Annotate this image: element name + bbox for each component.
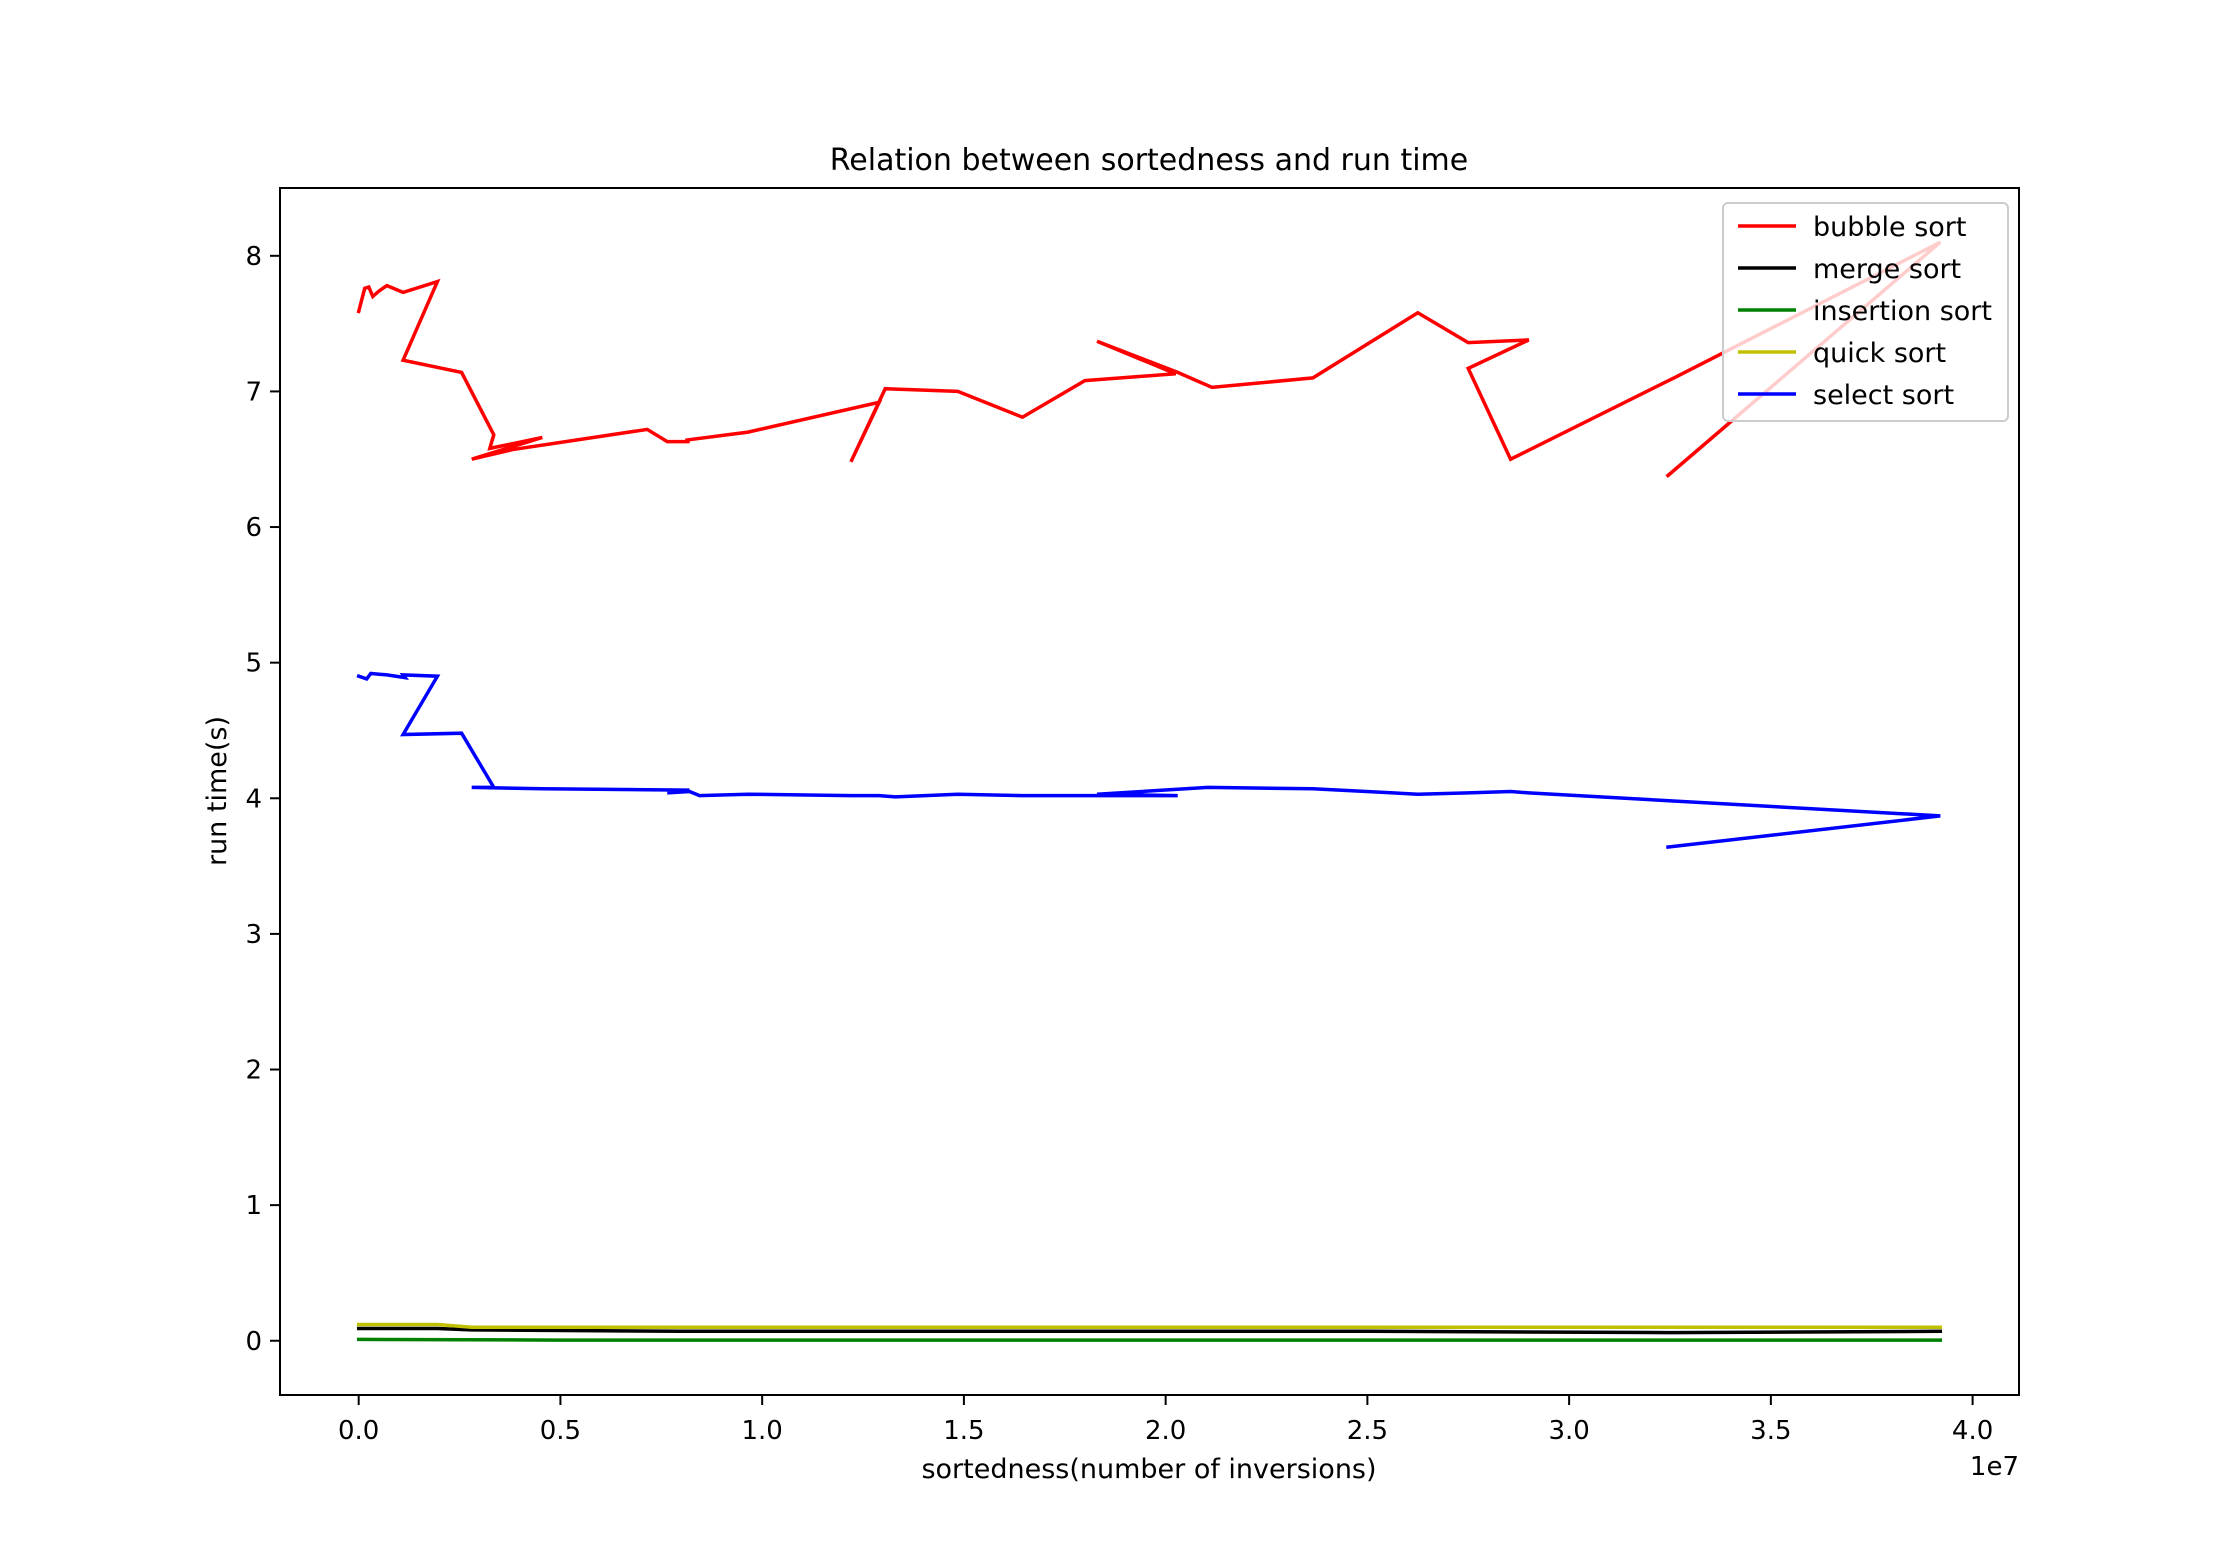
legend-item-insertion-sort: insertion sort xyxy=(1738,296,1992,327)
series-line-select-sort xyxy=(356,671,1941,850)
legend-label: bubble sort xyxy=(1813,212,1967,243)
x-tick-label: 1.0 xyxy=(741,1416,782,1446)
x-tick-label: 2.5 xyxy=(1347,1416,1388,1446)
x-tick-label: 4.0 xyxy=(1952,1416,1993,1446)
legend-item-select-sort: select sort xyxy=(1738,380,1954,411)
legend: bubble sort merge sort insertion sort quick… xyxy=(1722,202,2009,422)
y-tick-label: 2 xyxy=(245,1056,262,1086)
legend-label: insertion sort xyxy=(1813,296,1992,327)
y-tick-label: 4 xyxy=(245,784,262,814)
y-tick-label: 1 xyxy=(245,1191,262,1221)
x-axis-offset-label: 1e7 xyxy=(1970,1452,2019,1482)
y-axis-label: run time(s) xyxy=(202,716,233,866)
y-tick-label: 0 xyxy=(245,1327,262,1357)
series-line-merge-sort xyxy=(356,1326,1943,1335)
x-axis-label: sortedness(number of inversions) xyxy=(921,1454,1376,1485)
legend-item-bubble-sort: bubble sort xyxy=(1738,212,1967,243)
legend-item-quick-sort: quick sort xyxy=(1738,338,1946,369)
x-tick-label: 3.5 xyxy=(1750,1416,1791,1446)
legend-item-merge-sort: merge sort xyxy=(1738,254,1961,285)
y-tick-label: 7 xyxy=(245,377,262,407)
legend-label: select sort xyxy=(1813,380,1954,411)
x-tick-label: 2.0 xyxy=(1145,1416,1186,1446)
series-line-insertion-sort xyxy=(356,1337,1943,1342)
y-tick-label: 3 xyxy=(245,920,262,950)
x-tick-label: 0.5 xyxy=(540,1416,581,1446)
chart-title: Relation between sortedness and run time xyxy=(830,143,1468,178)
y-tick-label: 5 xyxy=(245,649,262,679)
legend-box xyxy=(1722,202,2009,422)
x-tick-label: 0.0 xyxy=(338,1416,379,1446)
series-layer xyxy=(356,240,1943,1342)
x-tick-label: 3.0 xyxy=(1548,1416,1589,1446)
plot-frame xyxy=(279,187,2020,1396)
x-tick-label: 1.5 xyxy=(943,1416,984,1446)
series-line-bubble-sort xyxy=(356,240,1942,478)
y-tick-label: 6 xyxy=(245,513,262,543)
legend-label: merge sort xyxy=(1813,254,1961,285)
series-line-quick-sort xyxy=(356,1322,1943,1329)
y-axis: 0 1 2 3 4 5 6 7 8 xyxy=(245,242,280,1357)
legend-label: quick sort xyxy=(1813,338,1946,369)
y-tick-label: 8 xyxy=(245,242,262,272)
x-axis: 0.0 0.5 1.0 1.5 2.0 2.5 3.0 3.5 4.0 xyxy=(338,1395,1993,1446)
